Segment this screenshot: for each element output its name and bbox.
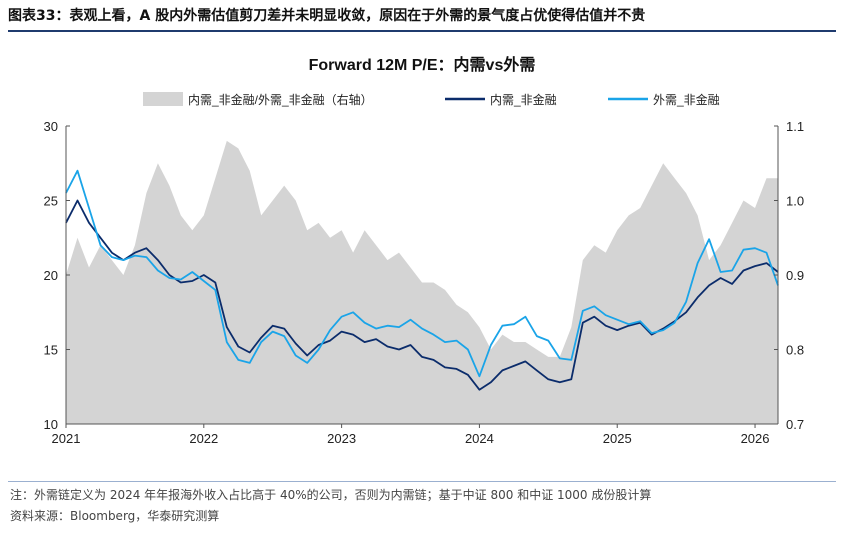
pe-line-chart: Forward 12M P/E：内需vs外需 内需_非金融/外需_非金融（右轴）… (44, 55, 805, 446)
y-left-tick-label: 15 (44, 343, 58, 358)
title-divider (8, 30, 836, 32)
y-left-tick-label: 25 (44, 194, 58, 209)
series-foreign-line (65, 169, 779, 378)
legend-label-foreign: 外需_非金融 (653, 92, 720, 107)
x-tick-label: 2024 (465, 431, 494, 446)
x-tick-label: 2025 (603, 431, 632, 446)
y-left-tick-label: 30 (44, 119, 58, 134)
y-right-tick-label: 1.1 (786, 119, 804, 134)
figure-title: 图表33：表观上看，A 股内外需估值剪刀差并未明显收敛，原因在于外需的景气度占优… (8, 8, 646, 24)
footnote-divider (8, 481, 836, 482)
y-left-tick-label: 10 (44, 417, 58, 432)
y-right-tick-label: 0.9 (786, 268, 804, 283)
chart-title: Forward 12M P/E：内需vs外需 (309, 55, 536, 74)
figure-note: 注：外需链定义为 2024 年年报海外收入占比高于 40%的公司，否则为内需链；… (10, 488, 652, 502)
series-ratio-area (66, 140, 778, 424)
y-left-tick-label: 20 (44, 268, 58, 283)
legend-label-ratio: 内需_非金融/外需_非金融（右轴） (188, 92, 373, 107)
y-right-tick-label: 0.8 (786, 343, 804, 358)
figure-source: 资料来源：Bloomberg，华泰研究测算 (10, 509, 220, 523)
x-tick-label: 2022 (189, 431, 218, 446)
legend-swatch-ratio (143, 92, 183, 106)
y-right-tick-label: 0.7 (786, 417, 804, 432)
legend: 内需_非金融/外需_非金融（右轴） 内需_非金融 外需_非金融 (143, 92, 720, 107)
x-tick-label: 2026 (741, 431, 770, 446)
legend-label-domestic: 内需_非金融 (490, 92, 557, 107)
x-tick-label: 2023 (327, 431, 356, 446)
y-right-tick-label: 1.0 (786, 194, 804, 209)
x-tick-label: 2021 (52, 431, 81, 446)
